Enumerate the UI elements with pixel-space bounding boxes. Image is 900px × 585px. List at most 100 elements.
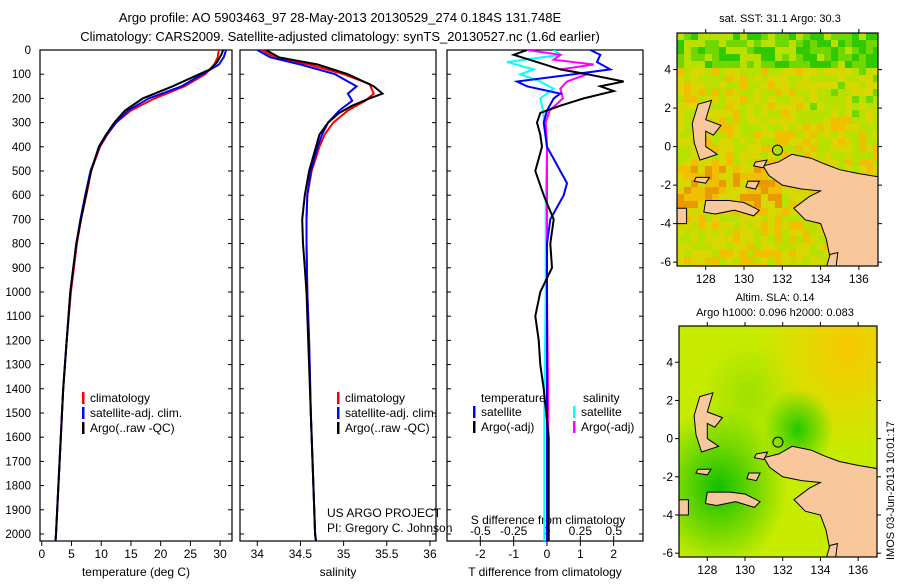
sst-cell	[726, 68, 733, 75]
sst-cell	[803, 61, 810, 68]
sst-cell	[733, 47, 740, 54]
sst-cell	[677, 201, 684, 208]
sst-cell	[810, 131, 817, 138]
sst-cell	[873, 124, 878, 131]
sst-cell	[852, 61, 859, 68]
sst-cell	[761, 152, 768, 159]
sst-cell	[712, 54, 719, 61]
sst-cell	[789, 47, 796, 54]
sst-cell	[789, 124, 796, 131]
sst-cell	[768, 117, 775, 124]
sst-cell	[719, 243, 726, 250]
sst-cell	[789, 40, 796, 47]
sst-cell	[698, 201, 705, 208]
y-tick-label: 1000	[5, 287, 31, 299]
sst-cell	[740, 152, 747, 159]
sst-cell	[789, 236, 796, 243]
sst-cell	[733, 208, 740, 215]
sst-cell	[747, 201, 754, 208]
sst-cell	[726, 250, 733, 257]
sst-cell	[684, 110, 691, 117]
sst-cell	[733, 145, 740, 152]
sst-cell	[817, 82, 824, 89]
sst-cell	[719, 110, 726, 117]
sst-cell	[733, 124, 740, 131]
y-tick-label: 2000	[5, 529, 31, 541]
legend-swatch	[337, 407, 340, 419]
sst-cell	[866, 47, 873, 54]
sst-cell	[705, 47, 712, 54]
sst-cell	[691, 187, 698, 194]
sst-cell	[859, 131, 866, 138]
sst-cell	[761, 138, 768, 145]
x-tick-label: 5	[68, 547, 75, 561]
sst-cell	[747, 124, 754, 131]
sst-cell	[817, 54, 824, 61]
plot-frame-temperature	[39, 49, 233, 542]
sst-cell	[775, 194, 782, 201]
sst-cell	[684, 187, 691, 194]
sst-cell	[677, 145, 684, 152]
sst-cell	[866, 82, 873, 89]
sst-cell	[705, 75, 712, 82]
sst-cell	[698, 180, 705, 187]
sst-cell	[866, 110, 873, 117]
sst-cell	[782, 257, 789, 264]
sst-cell	[873, 47, 878, 54]
s-tick-label: -0.5	[470, 524, 491, 538]
sst-cell	[810, 110, 817, 117]
sst-cell	[726, 124, 733, 131]
sst-cell	[873, 89, 878, 96]
sst-cell	[677, 243, 684, 250]
sst-cell	[740, 166, 747, 173]
sla-map-title1: Altim. SLA: 0.14	[736, 292, 815, 304]
pi-annotation: PI: Gregory C. Johnson	[327, 521, 452, 535]
legend-swatch	[573, 421, 576, 433]
legend-swatch	[337, 392, 340, 404]
sst-cell	[789, 229, 796, 236]
sst-cell	[782, 194, 789, 201]
x-tick-label: 2	[610, 547, 617, 561]
sst-cell	[796, 215, 803, 222]
sst-cell	[747, 96, 754, 103]
sst-cell	[677, 110, 684, 117]
x-axis-label-salinity: salinity	[320, 565, 357, 579]
sst-cell	[761, 229, 768, 236]
sst-cell	[719, 215, 726, 222]
sst-cell	[733, 264, 740, 266]
sst-cell	[733, 222, 740, 229]
sst-map-frame	[676, 32, 879, 267]
sst-cell	[796, 103, 803, 110]
sst-cell	[859, 103, 866, 110]
sst-cell	[691, 54, 698, 61]
lat-tick-label: -4	[660, 217, 671, 231]
sst-cell	[838, 131, 845, 138]
sst-cell	[831, 96, 838, 103]
sst-cell	[747, 68, 754, 75]
sst-cell	[691, 33, 698, 40]
sst-cell	[803, 222, 810, 229]
sst-cell	[705, 40, 712, 47]
sst-cell	[698, 257, 705, 264]
sst-cell	[761, 250, 768, 257]
sst-cell	[712, 180, 719, 187]
sst-cell	[824, 96, 831, 103]
sst-cell	[768, 131, 775, 138]
sst-cell	[796, 243, 803, 250]
sst-cell	[803, 264, 810, 266]
sst-cell	[698, 264, 705, 266]
plot-frame-salinity	[239, 49, 437, 542]
sst-cell	[852, 75, 859, 82]
sst-cell	[810, 47, 817, 54]
sst-cell	[838, 103, 845, 110]
sst-cell	[705, 89, 712, 96]
sst-cell	[712, 229, 719, 236]
sst-cell	[859, 152, 866, 159]
sst-cell	[768, 201, 775, 208]
sst-cell	[803, 243, 810, 250]
sst-cell	[768, 250, 775, 257]
sst-cell	[782, 131, 789, 138]
sst-cell	[775, 89, 782, 96]
sst-cell	[838, 40, 845, 47]
sst-cell	[789, 222, 796, 229]
